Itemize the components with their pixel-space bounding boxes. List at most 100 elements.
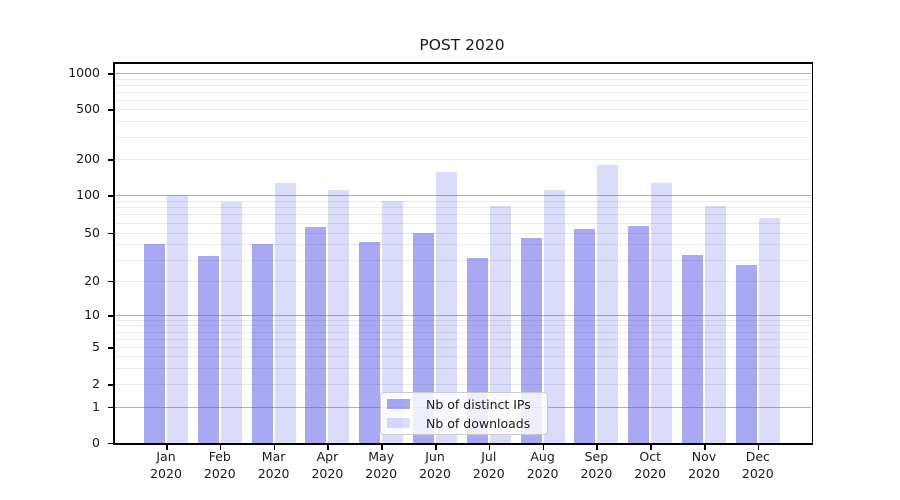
gridline-minor [114,338,811,340]
y-tickmark [108,195,113,197]
gridline-minor [114,325,811,327]
y-tick-label: 5 [92,339,100,355]
spine-top [113,62,813,64]
gridline-minor [114,232,811,234]
gridline-minor [114,280,811,282]
bar-nb-of-distinct-ips-jan-2020 [144,244,165,443]
gridline-major [114,315,811,316]
x-tickmark [219,444,222,450]
x-tick-label-jan-2020: Jan 2020 [150,449,182,481]
gridline-major [114,73,811,75]
gridline-minor [114,109,811,111]
bar-nb-of-downloads-oct-2020 [651,183,673,443]
y-tick-label: 1 [92,398,100,414]
y-tick-label: 500 [76,101,100,117]
y-tick-label: 2 [92,376,100,392]
bar-nb-of-downloads-jan-2020 [167,195,188,443]
gridline-minor [114,384,811,386]
legend-swatch-downloads-icon [387,418,410,428]
bar-nb-of-distinct-ips-sep-2020 [574,228,596,443]
gridline-minor [114,244,811,246]
y-tick-label: 10 [84,307,100,322]
gridline-minor [114,367,811,369]
gridline-minor [114,214,811,216]
gridline-minor [114,222,811,224]
bar-nb-of-downloads-mar-2020 [274,183,296,443]
bar-nb-of-distinct-ips-apr-2020 [305,226,327,443]
x-tick-label-mar-2020: Mar 2020 [257,449,290,481]
x-tickmark [542,444,545,450]
chart-title: POST 2020 [419,36,505,54]
y-tickmark [108,109,113,111]
y-tick-label: 50 [84,224,100,240]
x-tick-label-jul-2020: Jul 2020 [472,449,505,481]
legend-row-downloads: Nb of downloads [381,415,547,431]
x-tick-label-nov-2020: Nov 2020 [688,449,720,481]
x-tick-label-apr-2020: Apr 2020 [311,449,344,481]
bar-nb-of-downloads-jul-2020 [489,205,511,443]
bar-nb-of-downloads-feb-2020 [220,202,242,443]
gridline-minor [114,347,811,349]
bar-nb-of-distinct-ips-dec-2020 [735,265,757,443]
spine-right [811,62,813,445]
gridline-minor [114,356,811,358]
bar-nb-of-downloads-aug-2020 [543,190,565,443]
y-tick-label: 0 [92,434,100,450]
gridline-minor [114,200,811,202]
x-tick-label-feb-2020: Feb 2020 [203,449,236,481]
bar-nb-of-distinct-ips-oct-2020 [628,225,650,443]
x-tickmark [650,444,652,450]
legend-swatch-distinct-ips-icon [387,399,410,409]
y-tick-label: 200 [76,151,100,166]
bar-nb-of-distinct-ips-may-2020 [359,241,381,443]
gridline-minor [114,159,811,160]
x-tick-label-may-2020: May 2020 [365,449,398,481]
bar-nb-of-downloads-nov-2020 [705,205,726,443]
y-tickmark [108,442,113,445]
y-tickmark [108,315,113,317]
x-tickmark [273,444,276,450]
spine-bottom [113,443,813,445]
x-tick-label-dec-2020: Dec 2020 [741,449,774,481]
y-tickmark [108,384,113,386]
gridline-minor [114,91,811,93]
gridline-minor [114,319,811,321]
bar-nb-of-downloads-sep-2020 [597,165,619,443]
x-tickmark [757,444,760,450]
gridline-minor [114,99,811,101]
x-tick-label-oct-2020: Oct 2020 [634,449,667,481]
x-tick-label-aug-2020: Aug 2020 [526,449,559,481]
legend-row-distinct-ips: Nb of distinct IPs [381,396,547,412]
y-tick-label: 1000 [68,65,100,81]
bar-nb-of-distinct-ips-feb-2020 [197,256,219,443]
y-tickmark [108,280,113,283]
y-tickmark [108,347,113,349]
bar-nb-of-downloads-may-2020 [382,200,404,443]
gridline-minor [114,84,811,86]
x-tickmark [488,444,491,450]
legend-label-downloads: Nb of downloads [426,415,531,431]
gridline-major [114,195,811,196]
x-tickmark [596,444,598,450]
x-tickmark [327,444,329,450]
gridline-minor [114,207,811,209]
bar-nb-of-distinct-ips-aug-2020 [520,238,542,443]
y-tickmark [108,159,113,161]
y-tickmark [108,232,113,235]
bar-nb-of-distinct-ips-nov-2020 [682,254,703,443]
y-tickmark [108,406,113,409]
x-tick-label-jun-2020: Jun 2020 [419,449,451,481]
legend-label-distinct-ips: Nb of distinct IPs [426,396,531,412]
bar-nb-of-downloads-dec-2020 [758,217,780,443]
gridline-minor [114,121,811,123]
bar-nb-of-distinct-ips-mar-2020 [251,244,273,443]
gridline-minor [114,78,811,80]
spine-left [113,62,115,445]
x-tickmark [435,444,437,450]
bar-nb-of-downloads-apr-2020 [328,190,350,443]
bar-nb-of-downloads-jun-2020 [436,172,457,443]
x-tickmark [166,444,168,450]
x-tickmark [704,444,706,450]
x-tickmark [381,444,383,450]
